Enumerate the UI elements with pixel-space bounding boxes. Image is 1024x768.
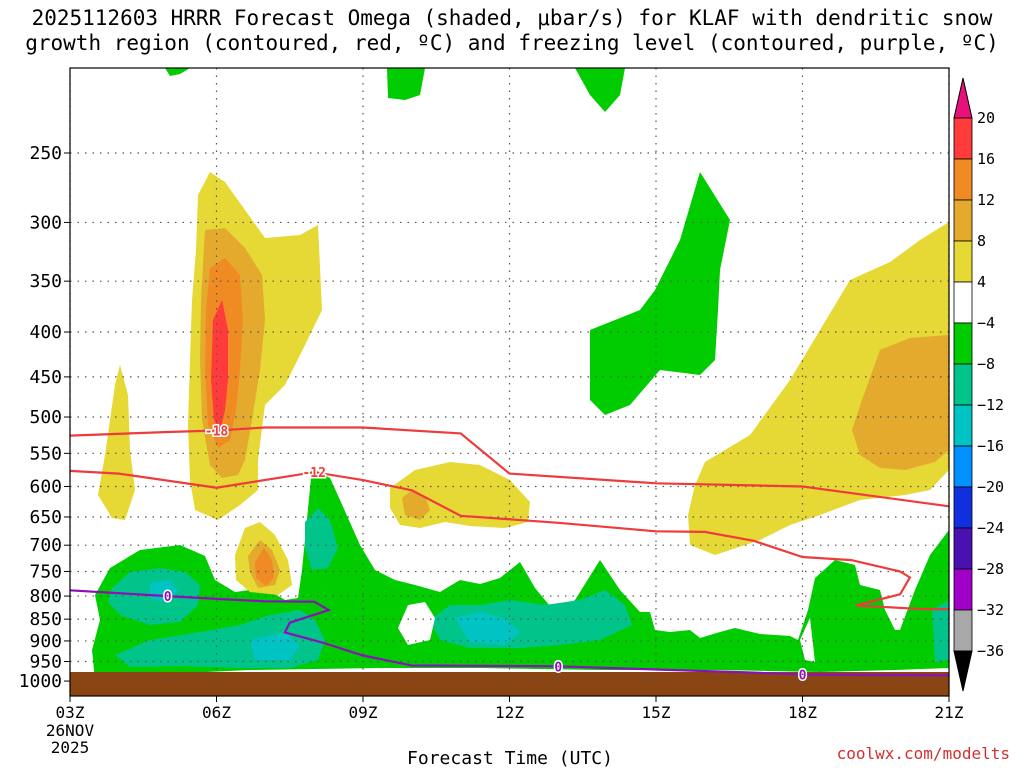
colorbar-label: 8 — [977, 232, 986, 250]
colorbar: 20 16 12 8 4 −4 −8 −12 −16 −20 −24 −28 −32 −36 — [953, 77, 1004, 692]
omega-fill — [387, 68, 425, 100]
y-tick-label: 300 — [29, 212, 62, 233]
omega-fill — [590, 172, 730, 415]
y-tick-label: 550 — [29, 443, 62, 464]
contour-label: 0 — [554, 660, 562, 675]
contour-label: -12 — [302, 466, 325, 481]
colorbar-label: 16 — [977, 150, 995, 168]
colorbar-segment — [953, 281, 973, 324]
y-tick-label: 1000 — [19, 671, 62, 692]
colorbar-label: 4 — [977, 273, 986, 291]
y-tick-label: 400 — [29, 322, 62, 343]
colorbar-segment — [953, 404, 973, 447]
colorbar-segment — [953, 445, 973, 488]
x-tick-label: 12Z — [495, 703, 524, 722]
omega-fill — [398, 602, 435, 645]
colorbar-segment — [953, 322, 973, 365]
colorbar-arrow-top — [953, 77, 973, 119]
colorbar-label: 20 — [977, 109, 995, 127]
y-tick-label: 750 — [29, 561, 62, 582]
omega-fill — [800, 618, 815, 662]
x-tick-label: 06Z — [202, 703, 231, 722]
omega-fill — [98, 365, 135, 520]
omega-fill — [575, 68, 625, 112]
x-tick-label: 15Z — [642, 703, 671, 722]
colorbar-label: −24 — [977, 519, 1004, 537]
colorbar-segment — [953, 609, 973, 652]
omega-fill — [250, 632, 300, 660]
colorbar-label: −4 — [977, 314, 995, 332]
colorbar-label: −36 — [977, 642, 1004, 660]
omega-fill — [688, 222, 949, 555]
y-tick-label: 650 — [29, 507, 62, 528]
x-tick-label: 03Z — [56, 703, 85, 722]
colorbar-label: −8 — [977, 355, 995, 373]
colorbar-label: −16 — [977, 437, 1004, 455]
dendritic-contour — [69, 469, 949, 611]
colorbar-segment — [953, 158, 973, 201]
contour-label: 0 — [799, 669, 807, 684]
colorbar-segment — [953, 240, 973, 283]
colorbar-label: −28 — [977, 560, 1004, 578]
x-tick-label: 09Z — [349, 703, 378, 722]
contour-lines: -18 -12 0 0 0 — [69, 423, 950, 685]
colorbar-segment — [953, 363, 973, 406]
x-date-label: 26NOV — [46, 721, 95, 740]
omega-fill — [211, 300, 228, 432]
colorbar-segment — [953, 486, 973, 529]
colorbar-label: −12 — [977, 396, 1004, 414]
colorbar-label: −32 — [977, 601, 1004, 619]
y-tick-label: 450 — [29, 367, 62, 388]
omega-shading — [70, 68, 949, 696]
y-tick-label: 850 — [29, 609, 62, 630]
credit-link[interactable]: coolwx.com/modelts — [836, 744, 1010, 763]
y-tick-label: 500 — [29, 407, 62, 428]
y-tick-label: 600 — [29, 476, 62, 497]
colorbar-segment — [953, 117, 973, 160]
omega-fill — [852, 335, 949, 470]
y-tick-label: 800 — [29, 586, 62, 607]
colorbar-segment — [953, 568, 973, 611]
x-axis-title: Forecast Time (UTC) — [407, 748, 613, 768]
omega-fill — [455, 612, 520, 645]
omega-fill — [402, 490, 430, 520]
dendritic-contour — [69, 426, 950, 508]
omega-fill — [165, 68, 190, 76]
x-date-label: 2025 — [51, 738, 90, 757]
y-axis: 2503003504004505005506006507007508008509… — [19, 143, 70, 692]
freezing-level-contour — [69, 589, 950, 677]
contour-label: -18 — [205, 425, 229, 440]
x-tick-label: 21Z — [935, 703, 964, 722]
contour-label: 0 — [164, 590, 172, 605]
y-tick-label: 700 — [29, 535, 62, 556]
omega-fill — [932, 600, 949, 662]
omega-fill — [255, 548, 274, 586]
colorbar-label: 12 — [977, 191, 995, 209]
colorbar-label: −20 — [977, 478, 1004, 496]
colorbar-segment — [953, 199, 973, 242]
x-tick-label: 18Z — [788, 703, 817, 722]
y-tick-label: 350 — [29, 271, 62, 292]
chart-title: 2025112603 HRRR Forecast Omega (shaded, … — [25, 6, 999, 55]
omega-fill — [305, 508, 338, 570]
y-tick-label: 250 — [29, 143, 62, 164]
colorbar-arrow-bottom — [953, 650, 973, 692]
y-tick-label: 900 — [29, 631, 62, 652]
colorbar-segment — [953, 527, 973, 570]
y-tick-label: 950 — [29, 652, 62, 673]
